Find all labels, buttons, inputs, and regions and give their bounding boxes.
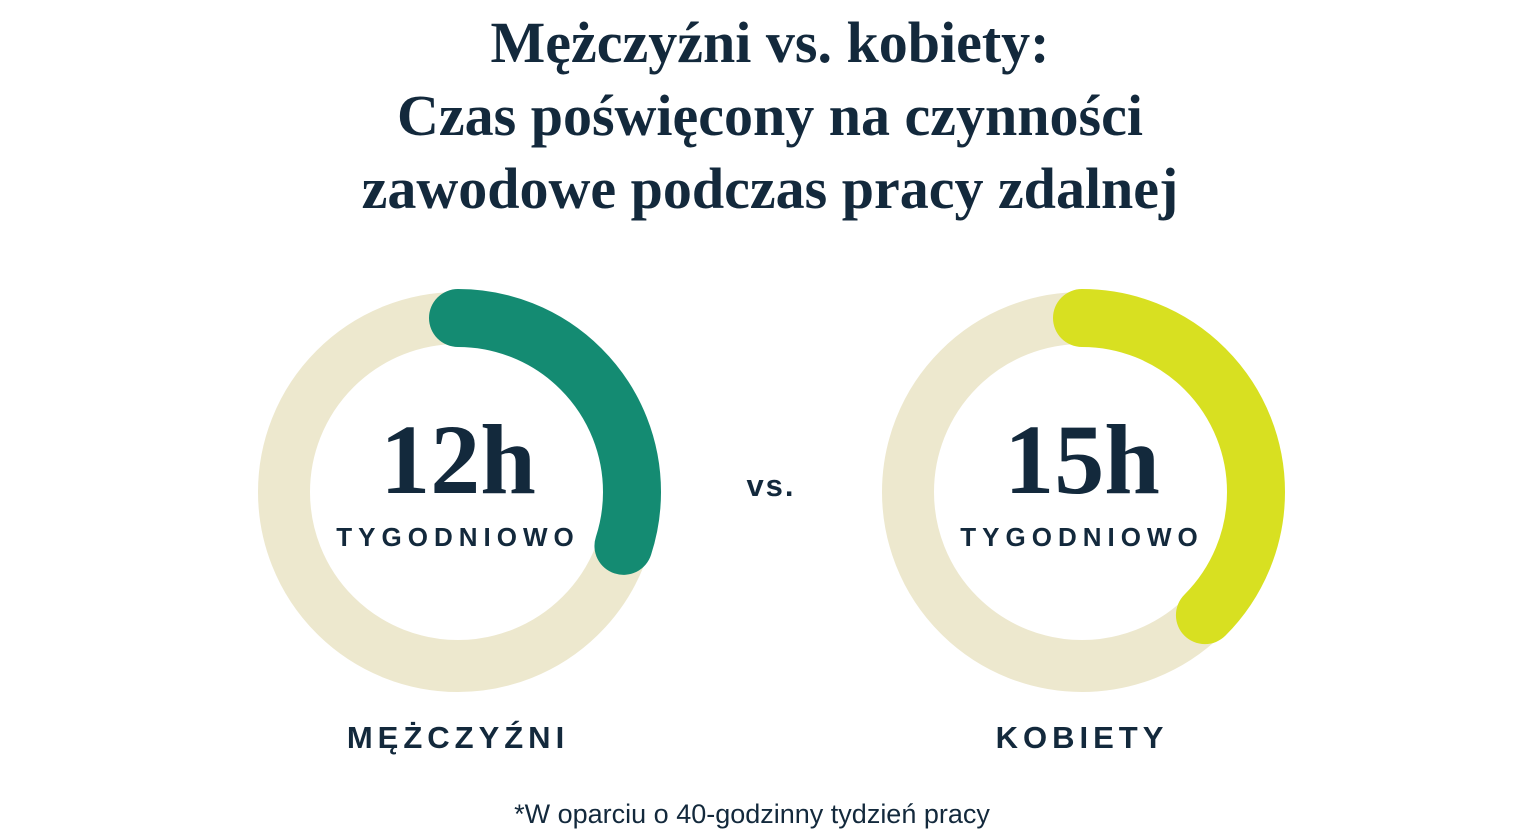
vs-separator: vs. xyxy=(746,468,796,503)
group-label-men: MĘŻCZYŹNI xyxy=(346,720,570,755)
title-line-2: Czas poświęcony na czynności xyxy=(397,83,1143,148)
hours-sublabel-women: TYGODNIOWO xyxy=(960,521,1204,552)
group-label-women: KOBIETY xyxy=(995,720,1169,755)
donut-chart-women: 15h TYGODNIOWO xyxy=(879,289,1285,695)
donut-chart-men: 12h TYGODNIOWO xyxy=(255,289,661,695)
donut-svg-women xyxy=(879,289,1285,695)
hours-sublabel-men: TYGODNIOWO xyxy=(336,521,580,552)
donut-arc-men xyxy=(255,289,661,695)
donut-center-women: 15h TYGODNIOWO xyxy=(882,292,1282,692)
donut-arc-women xyxy=(879,289,1285,695)
donut-center-men: 12h TYGODNIOWO xyxy=(258,292,658,692)
title-line-1: Mężczyźni vs. kobiety: xyxy=(490,10,1050,75)
title-line-3: zawodowe podczas pracy zdalnej xyxy=(361,156,1179,221)
page-title: Mężczyźni vs. kobiety: Czas poświęcony n… xyxy=(0,6,1540,225)
donut-svg-men xyxy=(255,289,661,695)
footnote: *W oparciu o 40-godzinny tydzień pracy xyxy=(514,799,990,829)
hours-value-men: 12h xyxy=(380,403,536,515)
hours-value-women: 15h xyxy=(1004,403,1160,515)
